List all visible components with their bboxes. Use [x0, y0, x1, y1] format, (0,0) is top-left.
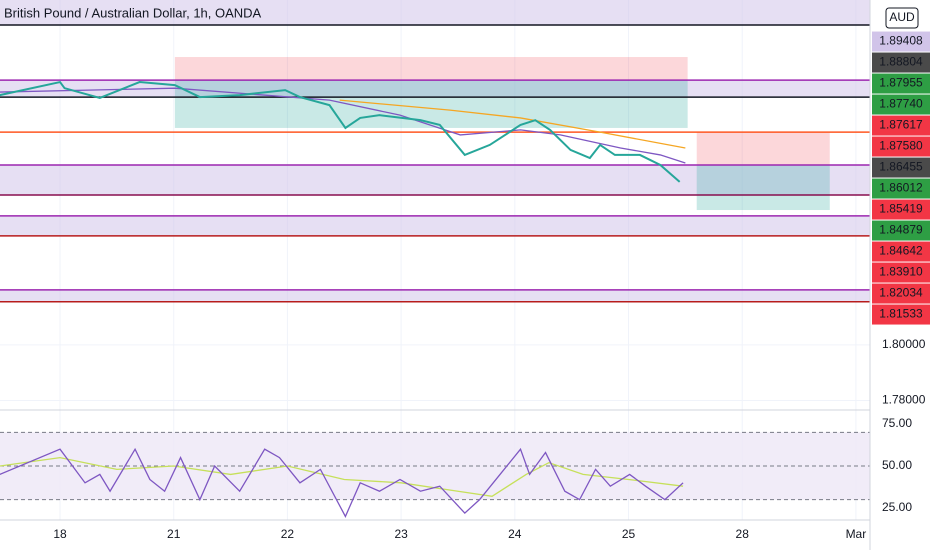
price-label: 1.81533: [879, 307, 923, 321]
y-tick-label: 1.80000: [882, 337, 926, 351]
zone: [0, 0, 870, 26]
zone: [0, 215, 870, 236]
price-line: [0, 80, 681, 183]
price-label-bg: [872, 262, 930, 283]
y-tick-label: 1.78000: [882, 393, 926, 407]
stop-box: [696, 132, 830, 165]
price-label-bg: [872, 31, 930, 52]
price-label: 1.82034: [879, 286, 923, 300]
price-label-bg: [872, 241, 930, 262]
price-label-bg: [872, 178, 930, 199]
target-box: [696, 164, 830, 211]
chart-title: British Pound / Australian Dollar, 1h, O…: [4, 5, 262, 20]
plot: [0, 0, 870, 520]
price-label-bg: [872, 73, 930, 94]
target-box: [174, 80, 688, 128]
zone: [0, 80, 870, 98]
price-label: 1.89408: [879, 34, 923, 48]
x-tick-label: 23: [394, 527, 408, 541]
x-tick-label: 18: [53, 527, 67, 541]
price-label: 1.84879: [879, 223, 923, 237]
price-label-bg: [872, 199, 930, 220]
x-tick-label: 21: [167, 527, 181, 541]
rsi-tick-label: 25.00: [882, 500, 912, 514]
price-label: 1.87955: [879, 76, 923, 90]
price-label-bg: [872, 304, 930, 325]
x-tick-label: 24: [508, 527, 522, 541]
price-label: 1.83910: [879, 265, 923, 279]
price-label-bg: [872, 157, 930, 178]
zone: [0, 289, 870, 302]
x-tick-label: 22: [281, 527, 295, 541]
price-label-bg: [872, 220, 930, 241]
zone: [0, 164, 870, 195]
price-label: 1.86455: [879, 160, 923, 174]
currency-badge: [885, 7, 919, 29]
currency: AUD: [889, 10, 915, 24]
moving-average: [339, 99, 686, 149]
price-label-bg: [872, 52, 930, 73]
price-label: 1.88804: [879, 55, 923, 69]
rsi-signal: [0, 456, 684, 497]
x-tick-label: Mar: [846, 527, 867, 541]
price-label-bg: [872, 115, 930, 136]
rsi-tick-label: 75.00: [882, 416, 912, 430]
x-tick-label: 25: [622, 527, 636, 541]
price-label: 1.87740: [879, 97, 923, 111]
price-label: 1.86012: [879, 181, 923, 195]
price-label: 1.87580: [879, 139, 923, 153]
price-label: 1.84642: [879, 244, 923, 258]
price-label: 1.87617: [879, 118, 923, 132]
price-label: 1.85419: [879, 202, 923, 216]
rsi-line: [0, 447, 684, 518]
rsi-tick-label: 50.00: [882, 458, 912, 472]
stop-box: [174, 57, 688, 81]
x-tick-label: 28: [736, 527, 750, 541]
axis-labels: 75.00 50.00 25.00 18 21 22 23 24 25 28 Mar 1.80000 1…: [53, 31, 930, 541]
price-label-bg: [872, 136, 930, 157]
price-label-bg: [872, 94, 930, 115]
price-label-bg: [872, 283, 930, 304]
